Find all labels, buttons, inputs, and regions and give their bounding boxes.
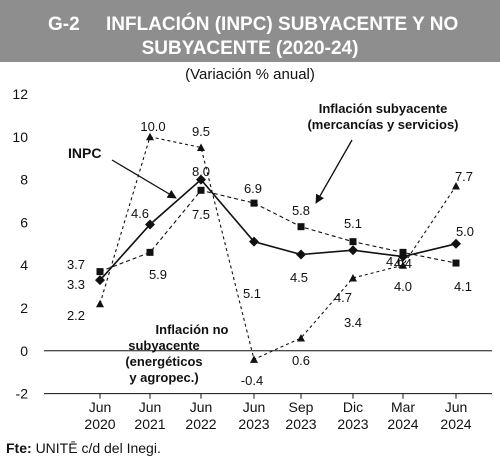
y-tick-label: 8 — [20, 172, 28, 188]
inpc-data-label: 4.7 — [334, 290, 352, 305]
core-point — [197, 186, 205, 194]
noncore-point — [96, 299, 104, 308]
noncore-annotation: subyacente — [128, 338, 200, 353]
source-label: Fte: — [6, 440, 32, 456]
x-tick-label-year: 2023 — [337, 416, 368, 432]
source-text: UNITĒ c/d del Inegi. — [35, 440, 161, 456]
core-data-label: 5.1 — [344, 216, 362, 231]
core-annotation: (mercancías y servicios) — [307, 117, 458, 132]
noncore-point — [297, 333, 305, 342]
noncore-point — [197, 143, 205, 151]
source-note: Fte: UNITĒ c/d del Inegi. — [6, 440, 161, 456]
inpc-data-label: 3.3 — [67, 277, 85, 292]
noncore-data-label: 3.4 — [344, 315, 362, 330]
inpc-data-label: 5.9 — [149, 267, 167, 282]
core-point — [297, 223, 305, 231]
x-tick-label-year: 2020 — [84, 416, 115, 432]
core-data-label: 4.6 — [131, 206, 149, 221]
y-tick-label: 4 — [20, 257, 28, 273]
inpc-point — [451, 238, 461, 249]
core-point — [349, 238, 357, 246]
x-tick-label-period: Mar — [391, 399, 415, 415]
core-point — [96, 268, 104, 276]
inpc-point — [145, 219, 155, 230]
series-line-1 — [99, 189, 457, 273]
core-data-label: 4.6 — [386, 254, 404, 269]
inpc-point — [95, 275, 105, 286]
x-tick-label-period: Sep — [289, 399, 314, 415]
title-bar: G-2 INFLACIÓN (INPC) SUBYACENTE Y NO SUB… — [0, 0, 500, 62]
x-tick-label-period: Dic — [343, 399, 363, 415]
noncore-point — [146, 132, 154, 141]
inpc-point — [296, 249, 306, 260]
noncore-data-label: 10.0 — [140, 119, 165, 134]
inpc-point — [196, 174, 206, 185]
core-data-label: 4.1 — [454, 279, 472, 294]
x-tick-label-year: 2022 — [185, 416, 216, 432]
y-tick-label: -2 — [16, 386, 29, 402]
inpc-arrow — [111, 159, 177, 199]
noncore-data-label: 2.2 — [67, 308, 85, 323]
x-tick-label-period: Jun — [190, 399, 213, 415]
inpc-point — [249, 236, 259, 247]
inpc-data-label: 5.0 — [456, 224, 474, 239]
x-tick-label-year: 2024 — [440, 416, 471, 432]
series-line-0 — [99, 178, 457, 281]
y-tick-label: 0 — [20, 343, 28, 359]
noncore-annotation: y agropec.) — [129, 370, 198, 385]
y-tick-label: 6 — [20, 214, 28, 230]
core-point — [452, 259, 460, 267]
core-data-label: 6.9 — [244, 181, 262, 196]
noncore-data-label: 0.6 — [292, 353, 310, 368]
noncore-data-label: 7.7 — [455, 169, 473, 184]
x-tick-label-period: Jun — [445, 399, 468, 415]
inpc-data-label: 4.4 — [394, 256, 412, 271]
x-tick-label-year: 2023 — [238, 416, 269, 432]
chart-number: G-2 — [48, 14, 80, 35]
inpc-data-label: 4.5 — [290, 270, 308, 285]
core-point — [250, 199, 258, 207]
y-tick-label: 10 — [12, 129, 28, 145]
x-tick-label-period: Jun — [243, 399, 266, 415]
core-point — [146, 248, 154, 256]
noncore-data-label: 4.0 — [394, 279, 412, 294]
noncore-annotation: Inflación no — [156, 322, 229, 337]
x-tick-label-year: 2021 — [134, 416, 165, 432]
core-annotation: Inflación subyacente — [319, 101, 448, 116]
noncore-point — [452, 182, 460, 190]
noncore-data-label: 9.5 — [192, 124, 210, 139]
inpc-annotation: INPC — [68, 145, 101, 161]
core-arrow — [315, 139, 353, 204]
inpc-point — [348, 245, 358, 256]
x-tick-label-year: 2023 — [285, 416, 316, 432]
inpc-data-label: 8.0 — [192, 164, 210, 179]
x-tick-label-period: Jun — [139, 399, 162, 415]
core-data-label: 5.8 — [292, 203, 310, 218]
noncore-point — [250, 355, 258, 363]
inpc-point — [398, 251, 408, 262]
noncore-annotation: (energéticos — [125, 354, 202, 369]
series-line-2 — [99, 136, 457, 361]
noncore-point — [399, 261, 407, 269]
chart-title-line2: SUBYACENTE (2020-24) — [141, 38, 359, 59]
y-tick-label: 12 — [12, 86, 28, 102]
y-tick-label: 2 — [20, 300, 28, 316]
chart-subtitle: (Variación % anual) — [185, 66, 315, 83]
noncore-point — [349, 274, 357, 282]
chart-title-line1: INFLACIÓN (INPC) SUBYACENTE Y NO — [106, 14, 459, 35]
core-data-label: 3.7 — [67, 257, 85, 272]
inpc-data-label: 5.1 — [243, 286, 261, 301]
x-tick-label-year: 2024 — [387, 416, 418, 432]
core-point — [399, 248, 407, 256]
x-tick-label-period: Jun — [89, 399, 112, 415]
core-data-label: 7.5 — [192, 207, 210, 222]
noncore-data-label: -0.4 — [241, 373, 263, 388]
